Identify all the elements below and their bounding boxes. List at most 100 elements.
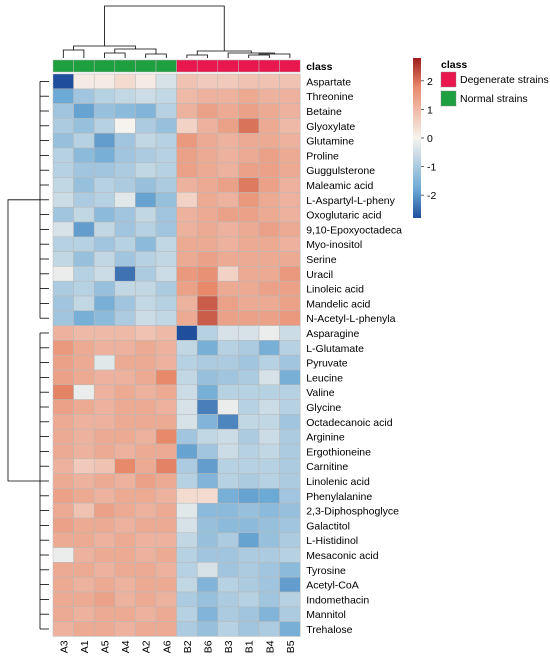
row-label: Phenylalanine: [306, 491, 372, 503]
cell-threonine-b1: [238, 88, 260, 104]
cell-indomethacin-a3: [52, 591, 74, 608]
cell-l-histidinol-a5: [93, 532, 116, 548]
cell-galactitol-a5: [93, 517, 116, 534]
annotation-cell: [258, 59, 280, 73]
cell-aspartate-a5: [93, 73, 116, 90]
column-label: A3: [58, 640, 70, 653]
cell-9-10-epoxyoctadeca-a6: [155, 221, 177, 238]
cell-valine-a6: [155, 384, 177, 400]
legend-title: class: [441, 59, 467, 71]
heatmap-cells: [52, 73, 301, 637]
cell-acetyl-coa-b6: [196, 576, 219, 593]
cell-mannitol-b1: [238, 606, 260, 622]
cell-glycine-b1: [238, 399, 260, 415]
row-labels: Aspartate Threonine Betaine Glyoxylate Gluta…: [306, 76, 402, 636]
cell-serine-a6: [155, 251, 177, 267]
cell-asparagine-a1: [73, 325, 95, 341]
colorbar-tick-label: 2: [427, 76, 433, 88]
cell-trehalose-a5: [93, 621, 116, 637]
cell-n-acetyl-l-phenyla-b1: [238, 310, 260, 326]
cell-tyrosine-a4: [114, 562, 136, 578]
cell-mesaconic-acid-b6: [196, 547, 219, 563]
cell-leucine-b6: [196, 369, 219, 386]
cell-proline-b2: [176, 147, 198, 164]
row-dendrogram: [7, 81, 49, 630]
cell-9-10-epoxyoctadeca-b2: [176, 221, 198, 238]
cell-9-10-epoxyoctadeca-a4: [114, 221, 136, 238]
cell-oxoglutaric-acid-b3: [217, 206, 239, 223]
cell-n-acetyl-l-phenyla-b4: [258, 310, 280, 326]
cell-glutamine-b3: [217, 132, 239, 149]
cell-glyoxylate-a2: [135, 118, 157, 134]
cell-2-3-diphosphoglyce-a3: [52, 502, 74, 519]
cell-linolenic-acid-a2: [135, 473, 157, 489]
cell-tyrosine-a2: [135, 562, 157, 578]
cell-l-histidinol-b4: [258, 532, 280, 548]
cell-l-glutamate-a1: [73, 340, 95, 356]
cell-n-acetyl-l-phenyla-a3: [52, 310, 74, 326]
row-label: Myo-inositol: [306, 239, 362, 251]
cell-maleamic-acid-b5: [279, 177, 301, 193]
cell-leucine-a1: [73, 369, 95, 386]
cell-acetyl-coa-b3: [217, 576, 239, 593]
row-label: Leucine: [306, 372, 343, 384]
cell-linoleic-acid-b4: [258, 280, 280, 297]
cell-l-histidinol-b3: [217, 532, 239, 548]
cell-oxoglutaric-acid-b4: [258, 206, 280, 223]
cell-serine-b6: [196, 251, 219, 267]
cell-phenylalanine-b4: [258, 488, 280, 504]
cell-tyrosine-b4: [258, 562, 280, 578]
cell-glycine-a5: [93, 399, 116, 415]
dendrogram-branch: [145, 53, 167, 58]
cell-9-10-epoxyoctadeca-a2: [135, 221, 157, 238]
cell-ergothioneine-b5: [279, 443, 301, 460]
cell-mandelic-acid-b1: [238, 295, 260, 312]
cell-phenylalanine-b1: [238, 488, 260, 504]
cell-pyruvate-b3: [217, 354, 239, 371]
row-label: Valine: [306, 387, 335, 399]
cell-octadecanoic-acid-b4: [258, 414, 280, 430]
color-scale-legend: 2 1 0 -1 -2: [413, 58, 436, 218]
cell-trehalose-a2: [135, 621, 157, 637]
annotation-cell: [217, 59, 239, 73]
cell-n-acetyl-l-phenyla-a5: [93, 310, 116, 326]
cell-maleamic-acid-b3: [217, 177, 239, 193]
column-label: A5: [100, 640, 112, 653]
cell-glycine-a2: [135, 399, 157, 415]
cell-ergothioneine-a6: [155, 443, 177, 460]
cell-glutamine-b2: [176, 132, 198, 149]
cell-pyruvate-a6: [155, 354, 177, 371]
cell-indomethacin-b3: [217, 591, 239, 608]
cell-serine-b2: [176, 251, 198, 267]
cell-threonine-b3: [217, 88, 239, 104]
cell-glyoxylate-b2: [176, 118, 198, 134]
cell-phenylalanine-a6: [155, 488, 177, 504]
cell-l-glutamate-b1: [238, 340, 260, 356]
cell-guggulsterone-b5: [279, 162, 301, 178]
cell-octadecanoic-acid-a5: [93, 414, 116, 430]
cell-guggulsterone-a5: [93, 162, 116, 178]
cell-l-histidinol-a6: [155, 532, 177, 548]
cell-arginine-a1: [73, 428, 95, 445]
cell-aspartate-b5: [279, 73, 301, 90]
column-label: B2: [182, 640, 194, 653]
dendrogram-branch: [104, 52, 126, 58]
cell-l-histidinol-a4: [114, 532, 136, 548]
cell-trehalose-b6: [196, 621, 219, 637]
cell-leucine-b5: [279, 369, 301, 386]
cell-phenylalanine-b3: [217, 488, 239, 504]
row-label: Galactitol: [306, 520, 350, 532]
cell-tyrosine-b3: [217, 562, 239, 578]
column-label: A4: [120, 640, 132, 653]
cell-octadecanoic-acid-b6: [196, 414, 219, 430]
cell-mannitol-b5: [279, 606, 301, 622]
row-label: Maleamic acid: [306, 180, 373, 192]
cell-threonine-a1: [73, 88, 95, 104]
row-label: N-Acetyl-L-phenyla: [306, 313, 395, 325]
cell-mandelic-acid-b5: [279, 295, 301, 312]
cell-trehalose-b2: [176, 621, 198, 637]
cell-aspartate-b2: [176, 73, 198, 90]
cell-maleamic-acid-a4: [114, 177, 136, 193]
cell-2-3-diphosphoglyce-b4: [258, 502, 280, 519]
cell-arginine-b6: [196, 428, 219, 445]
